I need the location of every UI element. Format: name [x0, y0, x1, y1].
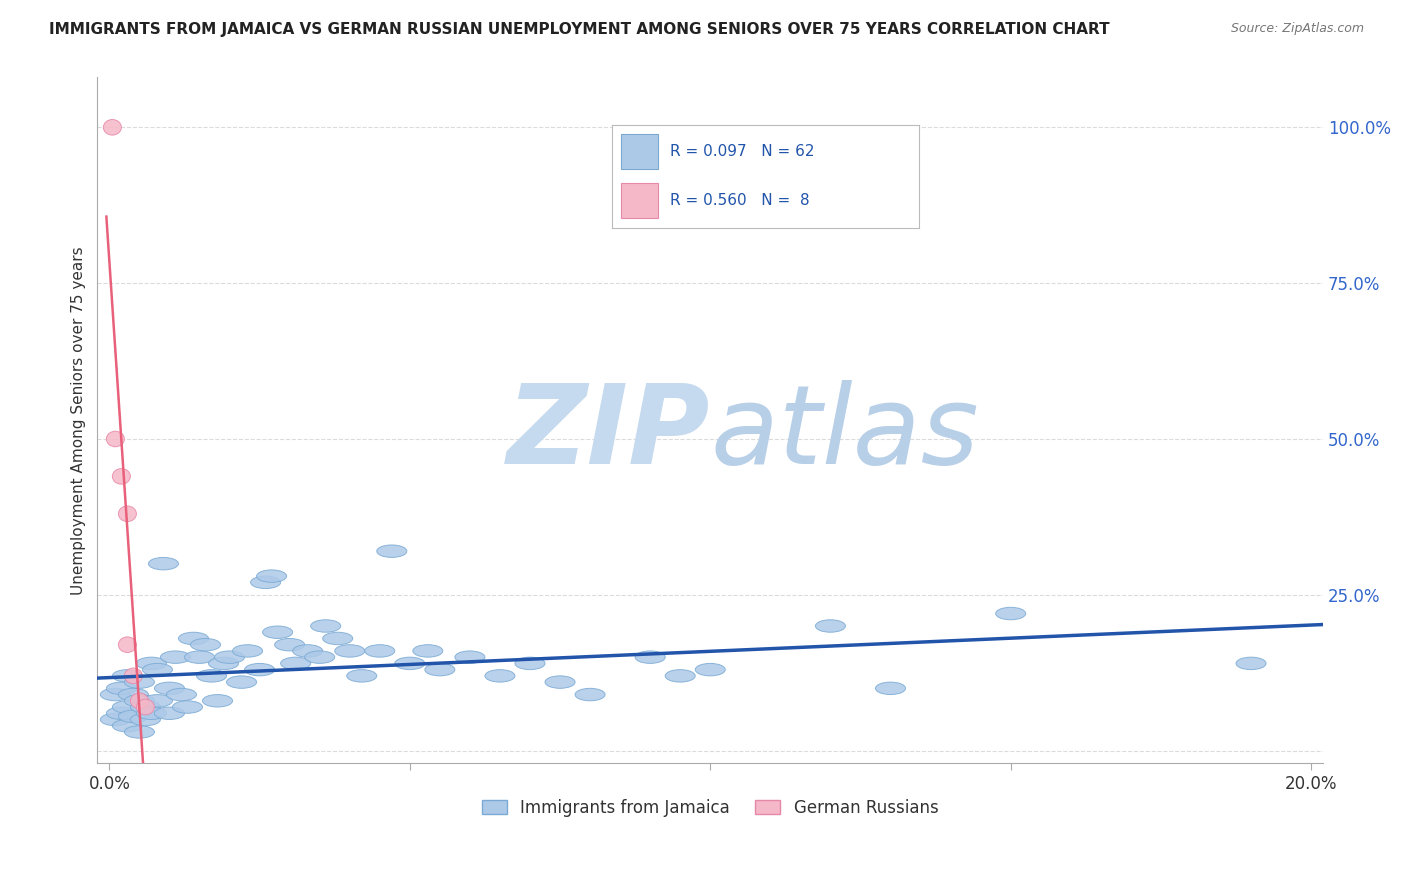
Ellipse shape	[124, 668, 142, 683]
Ellipse shape	[485, 670, 515, 682]
Ellipse shape	[100, 714, 131, 726]
Ellipse shape	[347, 670, 377, 682]
Ellipse shape	[665, 670, 695, 682]
Ellipse shape	[226, 676, 256, 689]
Ellipse shape	[118, 637, 136, 652]
Ellipse shape	[131, 714, 160, 726]
Ellipse shape	[546, 676, 575, 689]
Ellipse shape	[364, 645, 395, 657]
Ellipse shape	[142, 664, 173, 676]
Ellipse shape	[263, 626, 292, 639]
Text: atlas: atlas	[710, 381, 979, 488]
Ellipse shape	[184, 651, 215, 664]
Ellipse shape	[335, 645, 364, 657]
Legend: Immigrants from Jamaica, German Russians: Immigrants from Jamaica, German Russians	[475, 792, 945, 823]
Ellipse shape	[1236, 657, 1265, 670]
Ellipse shape	[136, 657, 166, 670]
Ellipse shape	[208, 657, 239, 670]
Ellipse shape	[515, 657, 546, 670]
Ellipse shape	[118, 689, 149, 701]
Ellipse shape	[149, 558, 179, 570]
Ellipse shape	[305, 651, 335, 664]
Ellipse shape	[311, 620, 340, 632]
Ellipse shape	[124, 726, 155, 739]
Ellipse shape	[107, 431, 124, 447]
Ellipse shape	[131, 693, 149, 708]
Ellipse shape	[124, 695, 155, 707]
Ellipse shape	[142, 695, 173, 707]
Ellipse shape	[112, 701, 142, 714]
Ellipse shape	[197, 670, 226, 682]
Ellipse shape	[232, 645, 263, 657]
Ellipse shape	[323, 632, 353, 645]
Ellipse shape	[118, 506, 136, 522]
Ellipse shape	[155, 707, 184, 720]
Ellipse shape	[131, 701, 160, 714]
Ellipse shape	[136, 707, 166, 720]
Ellipse shape	[636, 651, 665, 664]
Ellipse shape	[876, 682, 905, 695]
Ellipse shape	[250, 576, 281, 589]
Ellipse shape	[274, 639, 305, 651]
Ellipse shape	[118, 710, 149, 723]
Ellipse shape	[395, 657, 425, 670]
Ellipse shape	[107, 682, 136, 695]
Ellipse shape	[425, 664, 456, 676]
Ellipse shape	[112, 468, 131, 484]
Ellipse shape	[413, 645, 443, 657]
Ellipse shape	[179, 632, 208, 645]
Ellipse shape	[256, 570, 287, 582]
Text: IMMIGRANTS FROM JAMAICA VS GERMAN RUSSIAN UNEMPLOYMENT AMONG SENIORS OVER 75 YEA: IMMIGRANTS FROM JAMAICA VS GERMAN RUSSIA…	[49, 22, 1109, 37]
Ellipse shape	[173, 701, 202, 714]
Ellipse shape	[202, 695, 232, 707]
Ellipse shape	[995, 607, 1026, 620]
Ellipse shape	[136, 699, 155, 714]
Y-axis label: Unemployment Among Seniors over 75 years: Unemployment Among Seniors over 75 years	[72, 246, 86, 595]
Ellipse shape	[815, 620, 845, 632]
Text: Source: ZipAtlas.com: Source: ZipAtlas.com	[1230, 22, 1364, 36]
Text: ZIP: ZIP	[506, 381, 710, 488]
Ellipse shape	[456, 651, 485, 664]
Ellipse shape	[166, 689, 197, 701]
Ellipse shape	[695, 664, 725, 676]
Ellipse shape	[104, 120, 121, 135]
Ellipse shape	[292, 645, 323, 657]
Ellipse shape	[190, 639, 221, 651]
Ellipse shape	[112, 720, 142, 732]
Ellipse shape	[100, 689, 131, 701]
Ellipse shape	[215, 651, 245, 664]
Ellipse shape	[107, 707, 136, 720]
Ellipse shape	[575, 689, 605, 701]
Ellipse shape	[124, 676, 155, 689]
Ellipse shape	[377, 545, 406, 558]
Ellipse shape	[160, 651, 190, 664]
Ellipse shape	[245, 664, 274, 676]
Ellipse shape	[155, 682, 184, 695]
Ellipse shape	[281, 657, 311, 670]
Ellipse shape	[112, 670, 142, 682]
